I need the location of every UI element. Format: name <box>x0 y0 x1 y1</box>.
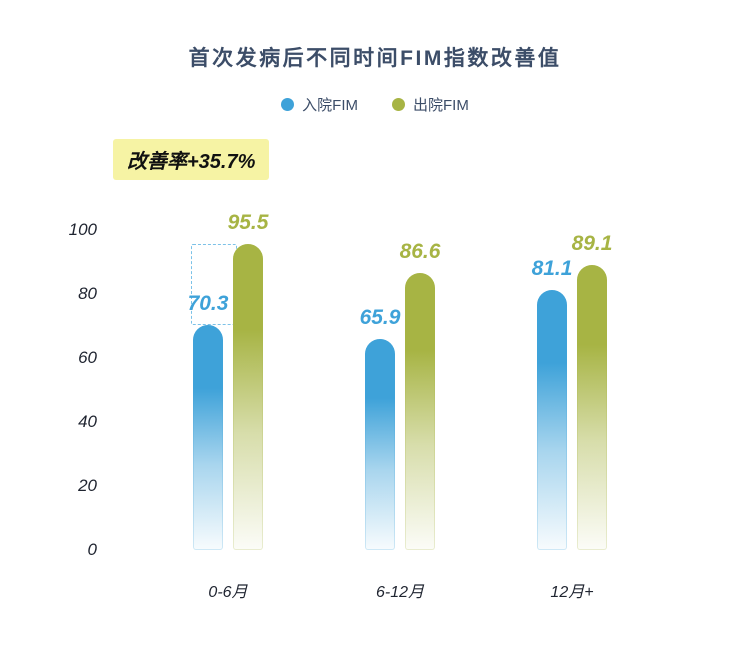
y-tick-label: 20 <box>78 476 97 495</box>
bar-value-label: 95.5 <box>227 211 269 235</box>
bar-value-label: 70.3 <box>187 292 229 316</box>
bar-discharge-1 <box>405 272 435 550</box>
bar-value-label: 89.1 <box>571 231 613 255</box>
improvement-rate-badge: 改善率+35.7% <box>113 139 270 180</box>
improvement-rate-text: 改善率+35.7% <box>127 151 256 173</box>
legend-item-1: 出院FIM <box>392 94 469 115</box>
legend-item-0: 入院FIM <box>281 94 358 115</box>
y-tick-label: 100 <box>68 220 97 239</box>
bar-value-label: 86.6 <box>399 239 441 263</box>
bar-admission-2 <box>537 290 567 550</box>
bar-value-label: 65.9 <box>359 306 401 330</box>
y-tick-label: 40 <box>78 412 97 431</box>
y-tick-label: 80 <box>78 284 97 303</box>
chart-title: 首次发病后不同时间FIM指数改善值 <box>188 47 562 70</box>
bar-admission-0 <box>193 325 223 550</box>
y-tick-label: 60 <box>78 348 97 367</box>
legend-dot-icon <box>392 98 405 111</box>
bar-discharge-0 <box>233 244 263 550</box>
x-axis-label: 0-6月 <box>208 584 248 601</box>
legend-dot-icon <box>281 98 295 111</box>
x-axis-label: 12月+ <box>550 584 594 601</box>
legend-label: 入院FIM <box>302 97 358 114</box>
legend: 入院FIM 出院FIM <box>0 94 750 115</box>
x-axis-label: 6-12月 <box>375 584 425 601</box>
legend-label: 出院FIM <box>413 97 469 114</box>
bar-value-label: 81.1 <box>531 257 573 281</box>
bar-discharge-2 <box>577 264 607 550</box>
bar-admission-1 <box>365 339 395 550</box>
y-tick-label: 0 <box>87 540 97 559</box>
